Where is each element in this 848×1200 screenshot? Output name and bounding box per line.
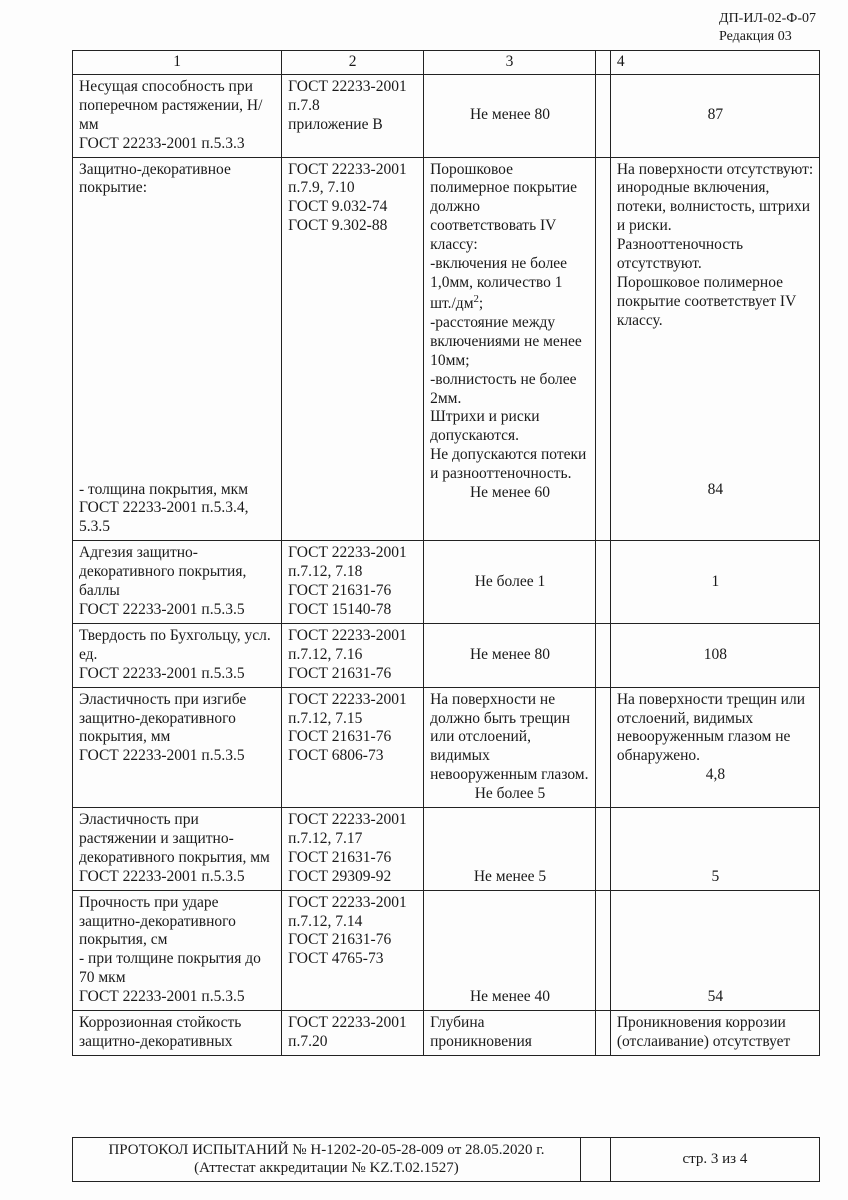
result-cell: 5 bbox=[610, 808, 819, 891]
requirement-cell: Не менее 80 bbox=[424, 623, 596, 687]
footer-line2: (Аттестат аккредитации № KZ.T.02.1527) bbox=[194, 1160, 459, 1176]
param-cell: Эластичность при изгибе защитно-декорати… bbox=[73, 687, 282, 807]
requirement-cell: На поверхности не должно быть трещин или… bbox=[424, 687, 596, 807]
table-row: Эластичность при изгибе защитно-декорати… bbox=[73, 687, 820, 807]
param-cell: Несущая способность при поперечном растя… bbox=[73, 74, 282, 157]
table-row: Прочность при ударе защитно-декоративног… bbox=[73, 890, 820, 1010]
param-cell: Защитно-декоративное покрытие:- толщина … bbox=[73, 157, 282, 541]
spacer-cell bbox=[595, 623, 610, 687]
col-spacer bbox=[595, 51, 610, 75]
result-cell: На поверхности трещин или отслоений, вид… bbox=[610, 687, 819, 807]
result-cell: На поверхности отсутствуют: инородные вк… bbox=[610, 157, 819, 541]
page: ДП-ИЛ-02-Ф-07 Редакция 03 1 2 3 4 Несуща… bbox=[0, 0, 848, 1200]
doc-header: ДП-ИЛ-02-Ф-07 Редакция 03 bbox=[719, 10, 816, 45]
footer-table: ПРОТОКОЛ ИСПЫТАНИЙ № Н-1202-20-05-28-009… bbox=[72, 1137, 820, 1183]
result-cell: 108 bbox=[610, 623, 819, 687]
footer-protocol: ПРОТОКОЛ ИСПЫТАНИЙ № Н-1202-20-05-28-009… bbox=[73, 1137, 581, 1182]
requirement-cell: Глубина проникновения bbox=[424, 1011, 596, 1056]
requirement-cell: Не более 1 bbox=[424, 541, 596, 624]
method-cell: ГОСТ 22233-2001 п.7.12, 7.14ГОСТ 21631-7… bbox=[282, 890, 424, 1010]
param-cell: Прочность при ударе защитно-декоративног… bbox=[73, 890, 282, 1010]
spacer-cell bbox=[595, 687, 610, 807]
footer-page: стр. 3 из 4 bbox=[610, 1137, 819, 1182]
spacer-cell bbox=[595, 1011, 610, 1056]
method-cell: ГОСТ 22233-2001 п.7.9, 7.10ГОСТ 9.032-74… bbox=[282, 157, 424, 541]
footer-line1: ПРОТОКОЛ ИСПЫТАНИЙ № Н-1202-20-05-28-009… bbox=[108, 1142, 544, 1158]
param-cell: Коррозионная стойкость защитно-декоратив… bbox=[73, 1011, 282, 1056]
method-cell: ГОСТ 22233-2001 п.7.12, 7.17ГОСТ 21631-7… bbox=[282, 808, 424, 891]
method-cell: ГОСТ 22233-2001 п.7.20 bbox=[282, 1011, 424, 1056]
col-3: 3 bbox=[424, 51, 596, 75]
requirement-cell: Не менее 40 bbox=[424, 890, 596, 1010]
param-cell: Адгезия защитно-декоративного покрытия, … bbox=[73, 541, 282, 624]
spacer-cell bbox=[595, 808, 610, 891]
method-cell: ГОСТ 22233-2001 п.7.12, 7.15ГОСТ 21631-7… bbox=[282, 687, 424, 807]
spacer-cell bbox=[595, 890, 610, 1010]
table-row: Твердость по Бухгольцу, усл. ед.ГОСТ 222… bbox=[73, 623, 820, 687]
doc-code: ДП-ИЛ-02-Ф-07 bbox=[719, 10, 816, 28]
result-cell: Проникновения коррозии (отслаивание) отс… bbox=[610, 1011, 819, 1056]
param-cell: Твердость по Бухгольцу, усл. ед.ГОСТ 222… bbox=[73, 623, 282, 687]
result-cell: 87 bbox=[610, 74, 819, 157]
method-cell: ГОСТ 22233-2001 п.7.8приложение В bbox=[282, 74, 424, 157]
table-row: Адгезия защитно-декоративного покрытия, … bbox=[73, 541, 820, 624]
page-footer: ПРОТОКОЛ ИСПЫТАНИЙ № Н-1202-20-05-28-009… bbox=[72, 1137, 820, 1183]
table-header-row: 1 2 3 4 bbox=[73, 51, 820, 75]
table-row: Несущая способность при поперечном растя… bbox=[73, 74, 820, 157]
table-row: Эластичность при растяжении и защитно-де… bbox=[73, 808, 820, 891]
method-cell: ГОСТ 22233-2001 п.7.12, 7.16ГОСТ 21631-7… bbox=[282, 623, 424, 687]
spacer-cell bbox=[595, 157, 610, 541]
table-row: Защитно-декоративное покрытие:- толщина … bbox=[73, 157, 820, 541]
result-cell: 54 bbox=[610, 890, 819, 1010]
table-row: Коррозионная стойкость защитно-декоратив… bbox=[73, 1011, 820, 1056]
param-cell: Эластичность при растяжении и защитно-де… bbox=[73, 808, 282, 891]
footer-spacer bbox=[580, 1137, 610, 1182]
requirement-cell: Не менее 5 bbox=[424, 808, 596, 891]
spacer-cell bbox=[595, 541, 610, 624]
doc-revision: Редакция 03 bbox=[719, 28, 816, 46]
col-4: 4 bbox=[610, 51, 819, 75]
spacer-cell bbox=[595, 74, 610, 157]
col-1: 1 bbox=[73, 51, 282, 75]
requirement-cell: Не менее 80 bbox=[424, 74, 596, 157]
requirement-cell: Порошковое полимерное покрытие должно со… bbox=[424, 157, 596, 541]
col-2: 2 bbox=[282, 51, 424, 75]
result-cell: 1 bbox=[610, 541, 819, 624]
method-cell: ГОСТ 22233-2001 п.7.12, 7.18ГОСТ 21631-7… bbox=[282, 541, 424, 624]
main-table: 1 2 3 4 Несущая способность при поперечн… bbox=[72, 50, 820, 1056]
